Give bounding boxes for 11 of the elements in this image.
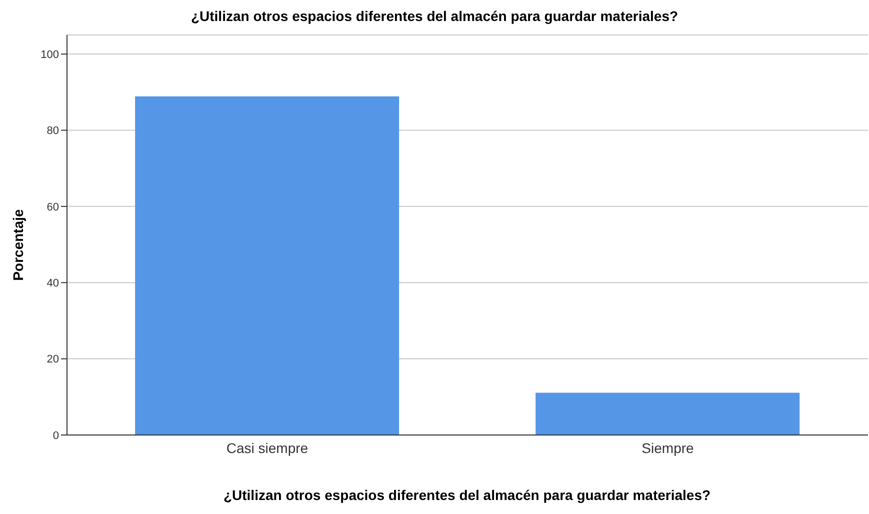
y-tick-label: 80 — [46, 125, 59, 138]
y-tick-label: 20 — [46, 354, 59, 366]
y-tick-label: 0 — [52, 430, 59, 442]
y-tick-label: 100 — [40, 48, 59, 61]
x-tick-label: Siempre — [642, 440, 694, 456]
chart-title: ¿Utilizan otros espacios diferentes del almacén para guardar materiales? — [190, 8, 680, 24]
y-tick-label: 60 — [46, 201, 59, 214]
y-tick-label: 40 — [46, 278, 59, 290]
x-axis-title: ¿Utilizan otros espacios diferentes del almacén para guardar materiales? — [222, 487, 712, 503]
x-tick-label: Casi siempre — [226, 440, 308, 456]
y-axis-title: Porcentaje — [10, 209, 26, 281]
